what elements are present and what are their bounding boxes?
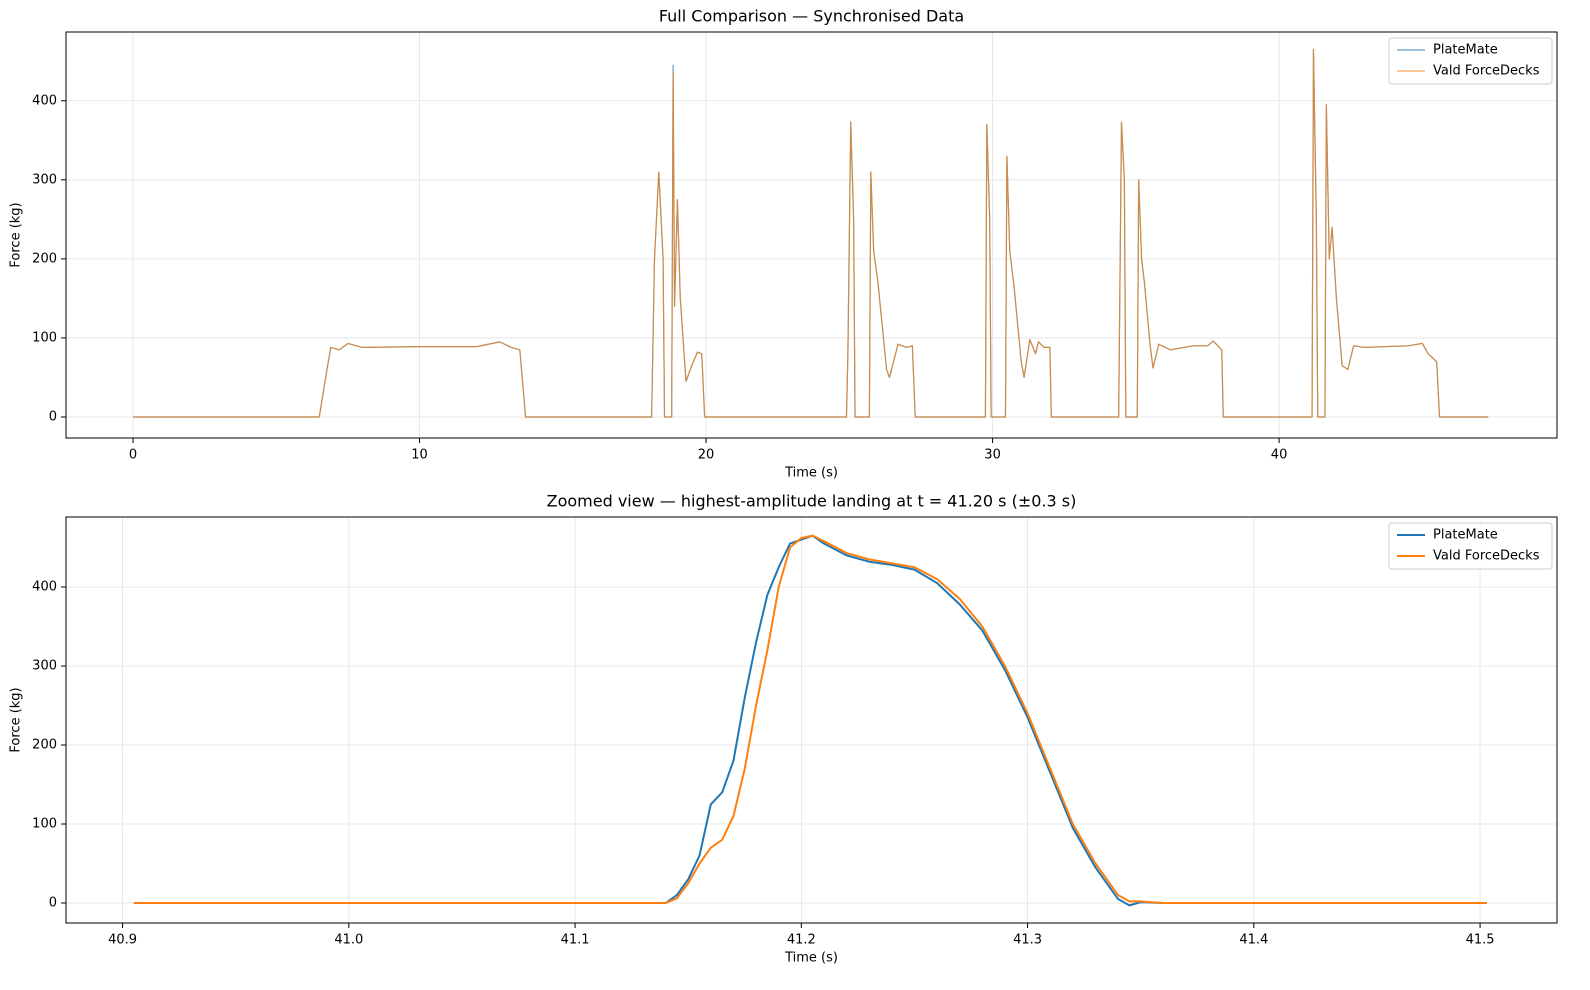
legend-label: Vald ForceDecks [1433, 549, 1540, 564]
y-tick-label: 0 [49, 896, 57, 911]
x-axis-label: Time (s) [784, 951, 838, 966]
series-line [133, 534, 1487, 907]
x-tick-label: 41.1 [561, 933, 590, 948]
y-axis-label: Force (kg) [9, 687, 24, 752]
y-axis-label: Force (kg) [9, 202, 24, 267]
x-tick-label: 40.9 [108, 933, 137, 948]
series-line [133, 48, 1489, 418]
x-tick-label: 41.5 [1466, 933, 1495, 948]
y-tick-label: 100 [32, 817, 57, 832]
y-tick-label: 0 [49, 409, 57, 424]
legend-box [1388, 522, 1553, 570]
y-tick-label: 300 [32, 172, 57, 187]
chart-title: Zoomed view — highest-amplitude landing … [547, 492, 1077, 511]
plot-frame [65, 516, 1558, 924]
legend-label: PlateMate [1433, 43, 1498, 58]
y-tick-label: 400 [32, 93, 57, 108]
x-tick-label: 0 [129, 448, 137, 463]
y-tick-label: 200 [32, 738, 57, 753]
y-tick-label: 400 [32, 579, 57, 594]
x-tick-label: 10 [411, 448, 428, 463]
series-line [133, 48, 1489, 418]
x-tick-label: 30 [984, 448, 1001, 463]
x-tick-label: 20 [698, 448, 715, 463]
x-tick-label: 41.4 [1239, 933, 1268, 948]
legend-label: PlateMate [1433, 528, 1498, 543]
x-tick-label: 41.3 [1013, 933, 1042, 948]
legend-box [1388, 37, 1553, 85]
x-tick-label: 41.0 [334, 933, 363, 948]
x-axis-label: Time (s) [784, 466, 838, 481]
legend-label: Vald ForceDecks [1433, 64, 1540, 79]
chart-title: Full Comparison — Synchronised Data [659, 7, 964, 26]
plot-frame [65, 31, 1558, 439]
series-line [133, 534, 1487, 905]
y-tick-label: 300 [32, 659, 57, 674]
x-tick-label: 40 [1271, 448, 1288, 463]
x-tick-label: 41.2 [787, 933, 816, 948]
y-tick-label: 100 [32, 330, 57, 345]
y-tick-label: 200 [32, 251, 57, 266]
